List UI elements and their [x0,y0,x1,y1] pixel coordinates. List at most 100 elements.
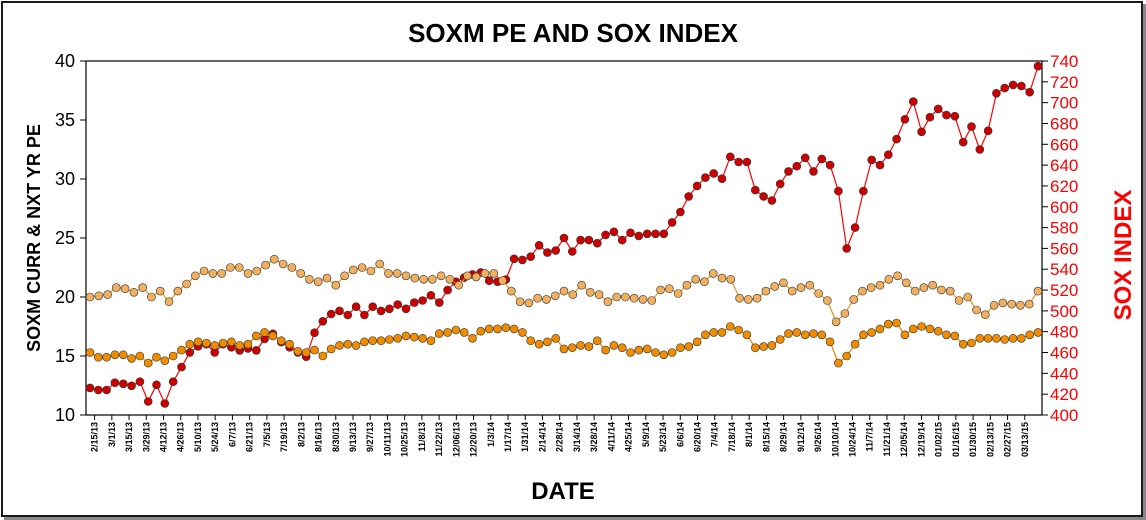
data-point [617,343,627,353]
right-y-tick-label: 460 [1050,344,1078,363]
data-point [800,330,810,340]
data-point [767,196,777,205]
right-y-tick-label: 640 [1050,156,1078,175]
left-y-tick-label: 40 [55,51,75,71]
data-point [709,328,719,337]
data-point [983,126,993,136]
right-y-tick-label: 560 [1050,239,1078,258]
data-point [708,269,718,278]
data-point [770,282,780,291]
data-point [577,280,586,290]
right-y-tick-label: 500 [1050,302,1078,321]
data-point [967,338,976,348]
data-point [759,342,768,351]
data-point [351,302,361,312]
data-point [822,296,832,305]
data-point [152,352,161,362]
data-point [434,329,444,338]
right-y-tick-label: 580 [1050,219,1078,238]
data-point [393,333,403,343]
data-point [443,285,452,295]
data-point [177,345,186,355]
data-point [340,271,349,281]
data-point [375,259,385,269]
data-point [147,292,156,302]
data-point [559,286,569,296]
data-point [875,324,885,334]
data-point [958,339,968,349]
left-y-tick-label: 30 [55,169,75,189]
data-point [160,356,170,366]
x-tick-label: 4/12/13 [159,422,169,452]
data-point [260,328,269,337]
data-point [717,273,727,283]
data-point [103,290,112,299]
data-point [825,337,835,347]
data-point [173,286,183,296]
data-point [313,277,323,287]
data-point [928,280,938,290]
data-point [958,137,968,147]
right-y-tick-label: 540 [1050,260,1078,279]
data-point [834,358,843,368]
x-tick-label: 11/7/14 [865,422,875,452]
data-point [418,333,427,343]
data-point [484,324,494,334]
x-tick-label: 11/21/14 [882,422,892,457]
data-point [129,287,139,297]
data-point [559,344,569,354]
data-point [963,292,973,302]
data-point [443,328,452,337]
data-point [218,338,228,348]
data-point [335,306,344,316]
data-point [484,276,494,286]
x-tick-label: 6/21/13 [245,422,255,452]
data-point [950,111,960,121]
data-point [859,330,868,340]
data-point [384,269,393,278]
data-point [601,230,610,240]
data-point [493,324,502,334]
data-point [559,233,569,243]
data-point [925,112,935,122]
data-point [127,381,136,391]
data-point [164,297,174,307]
data-point [809,329,818,338]
data-point [989,300,999,310]
data-point [85,292,95,302]
data-point [576,235,585,245]
data-point [775,179,785,189]
x-tick-label: 8/15/14 [761,422,771,452]
data-point [700,277,709,287]
data-point [533,293,543,303]
data-point [234,263,244,272]
data-point [859,186,868,196]
data-point [451,325,461,335]
data-point [592,336,602,346]
data-point [410,273,420,283]
data-point [534,241,544,250]
data-point [119,350,128,360]
x-tick-label: 11/8/13 [417,422,427,452]
data-point [709,169,719,178]
data-point [102,385,111,395]
data-point [208,269,218,278]
data-point [480,269,490,278]
x-tick-label: 01/30/15 [968,422,978,457]
data-point [659,229,669,239]
data-point [343,310,353,320]
data-point [983,333,993,343]
data-point [119,379,128,389]
data-point [518,255,527,265]
x-tick-label: 4/25/14 [624,422,634,452]
x-tick-label: 7/5/13 [262,422,272,447]
data-point [792,161,802,171]
data-point [842,244,852,253]
data-point [518,328,527,337]
data-point [676,343,685,353]
x-tick-label: 4/26/13 [176,422,186,452]
x-tick-label: 9/13/13 [348,422,358,452]
data-point [800,153,810,163]
data-point [642,344,652,354]
